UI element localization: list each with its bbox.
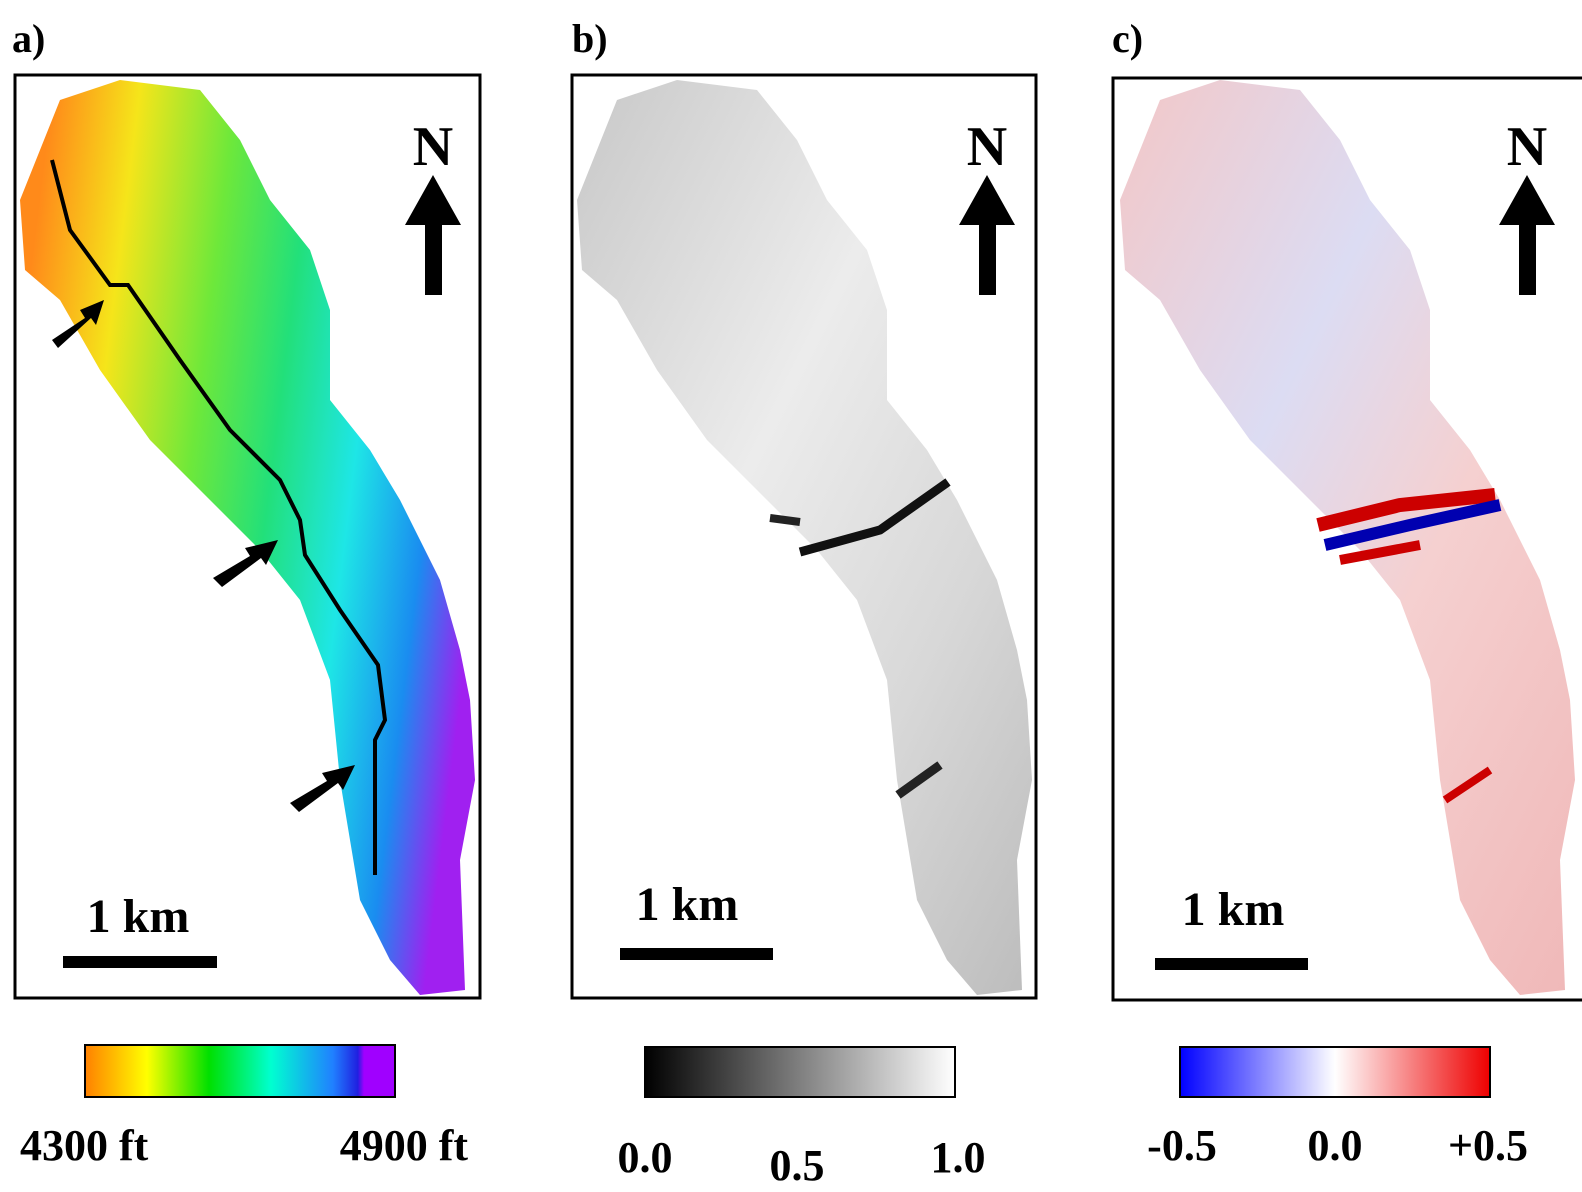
scale-bar xyxy=(1155,958,1308,970)
colorbar-label: +0.5 xyxy=(1448,1121,1528,1170)
scale-label: 1 km xyxy=(636,878,739,931)
scale-label: 1 km xyxy=(1182,883,1285,936)
panel-c: c) N 1 km -0.5 0.0 +0.5 xyxy=(1112,16,1582,1170)
panel-a: a) N 1 km 4300 ft 4900 ft xyxy=(12,16,480,1170)
colorbar xyxy=(85,1045,395,1097)
scale-label: 1 km xyxy=(87,890,190,943)
colorbar xyxy=(1180,1047,1490,1097)
colorbar xyxy=(645,1047,955,1097)
panel-label: c) xyxy=(1112,16,1143,61)
colorbar-label: 0.5 xyxy=(770,1141,825,1190)
colorbar-label: 0.0 xyxy=(1308,1121,1363,1170)
panel-label: b) xyxy=(572,16,608,61)
fault-trace xyxy=(770,518,800,522)
scale-bar xyxy=(620,948,773,960)
north-label: N xyxy=(967,116,1007,178)
scale-bar xyxy=(63,956,217,968)
panel-b: b) N 1 km 0.0 0.5 1.0 xyxy=(572,16,1036,1190)
colorbar-label: 4900 ft xyxy=(340,1121,469,1170)
north-label: N xyxy=(413,116,453,178)
colorbar-label: 0.0 xyxy=(618,1133,673,1182)
colorbar-label: -0.5 xyxy=(1147,1121,1217,1170)
colorbar-label: 1.0 xyxy=(931,1133,986,1182)
panel-label: a) xyxy=(12,16,45,61)
north-label: N xyxy=(1507,116,1547,178)
colorbar-label: 4300 ft xyxy=(20,1121,149,1170)
figure: a) N 1 km 4300 ft 4900 ft b) N 1 km 0.0 … xyxy=(0,0,1582,1192)
